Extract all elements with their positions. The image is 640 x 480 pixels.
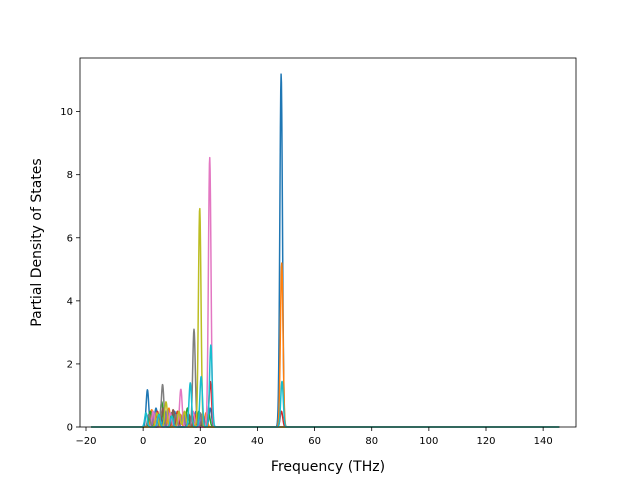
x-axis-ticks: −20 0 20 40 60 80 100 120 140 [75,427,553,447]
x-tick: 60 [308,427,321,447]
series-line [90,328,560,428]
series-line [90,73,560,428]
series-line [90,156,560,428]
x-axis-label: Frequency (THz) [271,459,385,475]
x-tick: 100 [419,427,438,447]
x-tick-label: 40 [251,436,264,447]
y-tick-label: 10 [60,107,73,118]
y-tick-label: 8 [67,170,73,181]
x-tick-label: 0 [140,436,146,447]
y-tick: 8 [67,170,80,181]
x-tick: 120 [476,427,496,447]
plot-lines [90,73,560,428]
y-tick-label: 0 [67,423,73,434]
y-tick-label: 4 [67,296,73,307]
y-tick-label: 2 [67,359,73,370]
y-tick: 2 [67,359,80,370]
y-tick-label: 6 [67,233,73,244]
x-tick-label: 20 [194,436,207,447]
plot-frame [79,57,577,428]
x-tick: 40 [251,427,264,447]
x-tick: 80 [365,427,378,447]
x-tick: −20 [75,427,97,447]
y-tick: 6 [67,233,80,244]
x-tick: 0 [140,427,146,447]
y-tick: 10 [60,107,80,118]
x-tick: 140 [534,427,553,447]
y-tick: 4 [67,296,80,307]
x-tick-label: 140 [534,436,553,447]
y-axis-ticks: 0 2 4 6 8 10 [60,107,80,434]
x-tick-label: 60 [308,436,321,447]
x-tick-label: 80 [365,436,378,447]
y-axis-label: Partial Density of States [29,158,45,326]
x-tick: 20 [194,427,207,447]
y-tick: 0 [67,423,80,434]
x-tick-label: 120 [476,436,495,447]
x-tick-label: −20 [75,436,96,447]
x-tick-label: 100 [419,436,438,447]
